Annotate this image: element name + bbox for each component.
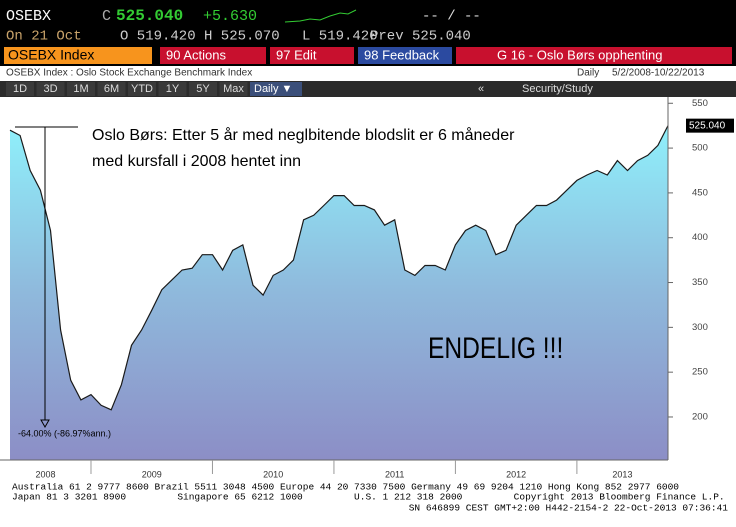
sparkline xyxy=(284,9,357,23)
annotation: ENDELIG !!! xyxy=(428,331,563,365)
menu-button[interactable] xyxy=(358,47,452,64)
y-tick-label: 500 xyxy=(692,143,708,154)
high: H 525.070 xyxy=(204,29,280,45)
annotation: med kursfall i 2008 hentet inn xyxy=(92,153,301,170)
x-tick-label: 2011 xyxy=(385,469,404,479)
price-line xyxy=(9,125,669,411)
open: O 519.420 xyxy=(120,29,196,45)
security-box[interactable] xyxy=(4,47,152,64)
low: L 519.420 xyxy=(302,29,378,45)
menu-button-label: 97 Edit xyxy=(276,47,317,62)
area xyxy=(10,125,668,460)
period-label: 5Y xyxy=(196,83,210,95)
y-tick-label: 250 xyxy=(692,367,708,378)
desc-bg xyxy=(0,66,736,81)
last-price-box xyxy=(686,118,734,133)
y-tick-label: 350 xyxy=(692,277,708,288)
y-tick-label: 550 xyxy=(692,98,708,109)
page-band xyxy=(456,47,732,64)
y-tick-label: 450 xyxy=(692,187,708,198)
prev: Prev 525.040 xyxy=(370,29,471,45)
close-label: C xyxy=(102,8,111,25)
period-button[interactable] xyxy=(97,82,126,96)
period-button[interactable] xyxy=(189,82,217,96)
security-study[interactable]: Security/Study xyxy=(522,83,593,95)
period-label: 3D xyxy=(43,83,57,95)
security: OSEBX Index xyxy=(8,47,94,63)
button-group: 90 Actions 97 Edit 98 Feedback xyxy=(160,47,452,64)
period-select-box[interactable] xyxy=(250,82,302,96)
period-label: 1M xyxy=(73,83,88,95)
period-button[interactable] xyxy=(36,82,65,96)
period-group: 1D 3D 1M 6M YTD 1Y 5Y Max xyxy=(6,82,248,96)
y-tick-label: 200 xyxy=(692,411,708,422)
period-button[interactable] xyxy=(6,82,34,96)
x-tick-label: 2008 xyxy=(35,469,55,479)
y-tick-label: 300 xyxy=(692,322,708,333)
footer-line: Australia 61 2 9777 8600 Brazil 5511 304… xyxy=(12,482,679,493)
period-label: Max xyxy=(223,83,244,95)
period-button[interactable] xyxy=(128,82,156,96)
x-tick-label: 2013 xyxy=(612,469,632,479)
y-tick-label: 400 xyxy=(692,232,708,243)
frequency: Daily xyxy=(577,68,599,79)
annotation: Oslo Børs: Etter 5 år med neglbitende bl… xyxy=(92,126,515,144)
menu-button-label: 90 Actions xyxy=(166,47,226,62)
last-price: 525.040 xyxy=(116,7,183,25)
period-label: 6M xyxy=(104,83,119,95)
chart: 200 250 300 350 400 450 500 550 2008 2009 2010 2011… xyxy=(0,97,734,479)
scroll[interactable]: « xyxy=(478,83,484,95)
footer-line: Japan 81 3 3201 8900 Singapore 65 6212 1… xyxy=(12,492,725,503)
page-title: G 16 - Oslo Børs opphenting xyxy=(497,47,662,62)
period-button[interactable] xyxy=(158,82,187,96)
period-select: Daily ▼ xyxy=(254,83,292,95)
description: OSEBX Index : Oslo Stock Exchange Benchm… xyxy=(6,68,252,79)
x-tick-label: 2012 xyxy=(506,469,526,479)
x-tick-label: 2009 xyxy=(142,469,162,479)
period-label: 1Y xyxy=(166,83,180,95)
drawdown-arrow xyxy=(40,419,50,429)
date-range: 5/2/2008-10/22/2013 xyxy=(612,68,705,79)
quote-date: On 21 Oct xyxy=(6,29,82,45)
menu-button-label: 98 Feedback xyxy=(364,47,440,62)
change: +5.630 xyxy=(203,8,257,25)
last-price-label: 525.040 xyxy=(689,120,726,131)
menu-button[interactable] xyxy=(160,47,266,64)
menu-button[interactable] xyxy=(270,47,354,64)
ticker: OSEBX xyxy=(6,8,51,25)
period-button[interactable] xyxy=(219,82,248,96)
drawdown-label: -64.00% (-86.97%ann.) xyxy=(18,428,111,438)
footer-line: SN 646899 CEST GMT+2:00 H442-2154-2 22-O… xyxy=(409,503,729,514)
period-label: YTD xyxy=(131,83,153,95)
period-button[interactable] xyxy=(67,82,95,96)
x-tick-label: 2010 xyxy=(263,469,283,479)
range: -- / -- xyxy=(422,9,481,25)
footer-bg xyxy=(0,478,736,527)
period-label: 1D xyxy=(13,83,27,95)
